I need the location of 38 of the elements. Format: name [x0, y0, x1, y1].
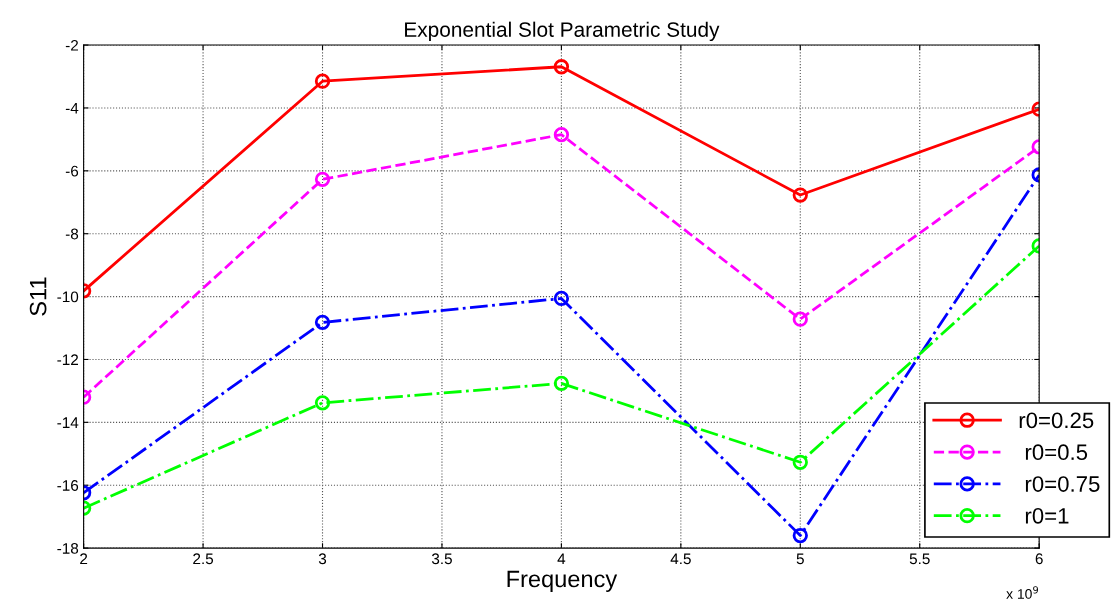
y-tick-label: -4: [65, 102, 79, 114]
x-tick-label: 4: [557, 553, 566, 565]
x-tick-label: 2.5: [193, 553, 214, 565]
y-tick-label: -8: [65, 228, 79, 240]
text: x 10$^{9}$: [1006, 586, 1039, 599]
x-tick-label: 3: [318, 553, 327, 565]
y-tick-label: -12: [57, 354, 78, 365]
x-tick-label: 4.5: [670, 553, 691, 565]
y-tick-label: -2: [65, 39, 78, 51]
x-tick-label: 3.5: [431, 553, 452, 565]
point: [314, 314, 331, 330]
point: [792, 527, 808, 544]
point: [314, 171, 331, 187]
legend-label: r0=0.5: [1025, 444, 1088, 461]
x-axis-title: Frequency: [507, 570, 618, 592]
chart-title: Exponential Slot Parametric Study: [405, 21, 720, 42]
legend-label: r0=0.25: [1019, 412, 1094, 429]
point: [553, 59, 570, 75]
point: [792, 454, 808, 470]
y-axis-title: S11: [29, 277, 47, 316]
y-tick-label: -14: [57, 417, 79, 428]
point: [314, 73, 331, 89]
point: [314, 395, 331, 411]
point: [792, 311, 808, 327]
point: [553, 375, 570, 391]
y-tick-label: -18: [57, 542, 79, 554]
point: [792, 187, 808, 203]
x-tick-label: 2: [80, 553, 88, 565]
x-tick-label: 6: [1035, 553, 1043, 565]
y-tick-label: -10: [57, 291, 79, 303]
legend-label: r0=1: [1025, 507, 1069, 524]
y-tick-label: -6: [65, 165, 79, 177]
y-tick-label: -16: [57, 480, 79, 491]
point: [553, 127, 570, 143]
point: [553, 290, 570, 307]
legend-label: r0=0.75: [1025, 476, 1100, 492]
x-tick-label: 5.5: [909, 553, 930, 565]
x-tick-label: 5: [796, 553, 804, 565]
